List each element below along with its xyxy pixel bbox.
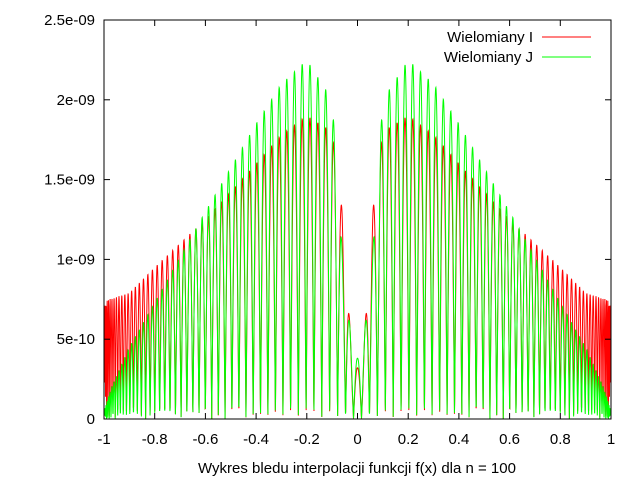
y-tick-label: 5e-10: [57, 331, 95, 348]
x-tick-label: -0.8: [142, 431, 168, 448]
y-tick-label: 1e-09: [57, 251, 95, 268]
x-tick-label: 0.4: [448, 431, 469, 448]
x-axis-label: Wykres bledu interpolacji funkcji f(x) d…: [198, 460, 516, 477]
x-tick-label: 0.2: [398, 431, 419, 448]
series-line-1: [103, 117, 612, 419]
y-tick-label: 2e-09: [57, 92, 95, 109]
y-tick-label: 2.5e-09: [44, 12, 95, 29]
legend-label: Wielomiany I: [447, 29, 533, 46]
x-tick-label: 1: [607, 431, 615, 448]
legend: Wielomiany I Wielomiany J: [444, 29, 591, 66]
x-tick-label: -0.4: [243, 431, 269, 448]
x-tick-label: -1: [97, 431, 110, 448]
ticks-layer: -1 -0.8 -0.6 -0.4 -0.2 0 0.2 0.4 0.6 0.8 1 0 5e-10 1e…: [44, 12, 615, 448]
x-tick-label: 0.6: [499, 431, 520, 448]
series-line-2: [103, 64, 612, 419]
x-tick-label: 0: [353, 431, 361, 448]
x-tick-label: 0.8: [550, 431, 571, 448]
series-layer: [103, 64, 612, 419]
x-tick-label: -0.6: [192, 431, 218, 448]
y-tick-label: 1.5e-09: [44, 172, 95, 189]
y-tick-label: 0: [87, 411, 95, 428]
legend-label: Wielomiany J: [444, 49, 533, 66]
x-tick-label: -0.2: [294, 431, 320, 448]
